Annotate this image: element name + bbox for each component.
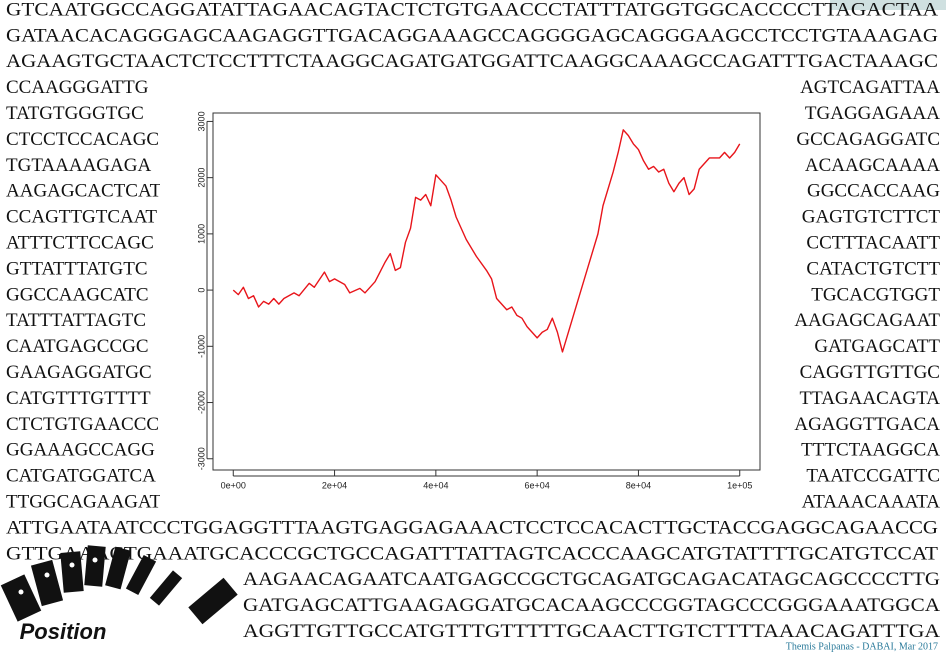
footer: Themis Palpanas - DABAI, Mar 2017: [786, 641, 938, 652]
dna-line: AAGAACAGAATCAATGAGCCGCTGCAGATGCAGACATAGC…: [243, 569, 940, 590]
dna-fragment: ACAAGCAAAA: [805, 155, 940, 176]
y-tick-label: -2000: [196, 391, 206, 414]
dna-fragment: TTGGCAGAAGAT: [6, 491, 162, 512]
dna-fragment: TAATCCGATTC: [806, 466, 940, 487]
x-tick-label: 8e+04: [626, 480, 651, 490]
dna-fragment: GGCCACCAAG: [807, 181, 940, 202]
y-tick-label: 2000: [196, 168, 206, 188]
dna-fragment: TGAGGAGAAA: [805, 103, 940, 124]
slide: GTCAATGGCCAGGATATTAGAACAGTACTCTGTGAACCCT…: [0, 0, 946, 654]
y-tick-label: 3000: [196, 111, 206, 131]
dna-fragment: CAGGTTGTTGC: [800, 362, 940, 383]
x-tick-label: 6e+04: [525, 480, 550, 490]
dna-fragment: CTCCTCCACAGC: [6, 129, 159, 150]
y-tick-label: -3000: [196, 447, 206, 470]
dna-fragment: AAGAGCAGAAT: [794, 310, 940, 331]
dna-fragment: GATGAGCATT: [814, 336, 940, 357]
dna-fragment: TGCACGTGGT: [811, 284, 940, 305]
dna-fragment: TTAGAACAGTA: [800, 388, 941, 409]
dna-fragment: GAAGAGGATGC: [6, 362, 152, 383]
x-tick-label: 0e+00: [221, 480, 246, 490]
dna-fragment: GGCCAAGCATC: [6, 284, 149, 305]
chart-panel: [160, 92, 782, 510]
x-tick-label: 4e+04: [423, 480, 448, 490]
dna-fragment: CAATGAGCCGC: [6, 336, 149, 357]
dna-fragment: ATAAACAAATA: [802, 491, 941, 512]
dna-fragment: CATACTGTCTT: [806, 258, 940, 279]
y-tick-label: 0: [196, 288, 206, 293]
dna-fragment: AGTCAGATTAA: [800, 77, 940, 98]
dna-fragment: TTTCTAAGGCA: [801, 440, 940, 461]
dna-fragment: AAGAGCACTCAT: [6, 181, 162, 202]
logo-text: Position: [20, 619, 107, 644]
dna-fragment: TGTAAAAGAGA: [6, 155, 151, 176]
dna-fragment: GAGTGTCTTCT: [802, 207, 941, 228]
dna-fragment: CATGTTTGTTTT: [6, 388, 151, 409]
dna-line: ATTGAATAATCCCTGGAGGTTTAAGTGAGGAGAAACTCCT…: [6, 517, 938, 538]
x-tick-label: 2e+04: [322, 480, 347, 490]
dna-fragment: GGAAAGCCAGG: [6, 440, 155, 461]
dna-fragment: CCAAGGGATTG: [6, 77, 149, 98]
dna-fragment: CATGATGGATCA: [6, 466, 156, 487]
dna-line: AGAAGTGCTAACTCTCCTTTCTAAGGCAGATGATGGATTC…: [6, 51, 938, 72]
dna-line: AGGTTGTTGCCATGTTTGTTTTTGCAACTTGTCTTTTAAA…: [243, 621, 940, 642]
dna-fragment: CTCTGTGAACCC: [6, 414, 159, 435]
y-tick-label: 1000: [196, 224, 206, 244]
dna-line: GATAACACAGGGAGCAAGAGGTTGACAGGAAAGCCAGGGG…: [6, 25, 938, 46]
dna-fragment: CCTTTACAATT: [806, 232, 940, 253]
dna-fragment: GTTATTTATGTC: [6, 258, 148, 279]
dna-fragment: ATTTCTTCCAGC: [6, 232, 154, 253]
dna-line: GATGAGCATTGAAGAGGATGCACAAGCCCGGTAGCCCGGG…: [243, 595, 940, 616]
y-tick-label: -1000: [196, 335, 206, 358]
dna-line: GTCAATGGCCAGGATATTAGAACAGTACTCTGTGAACCCT…: [6, 0, 938, 20]
dna-fragment: AGAGGTTGACA: [794, 414, 940, 435]
dna-fragment: TATGTGGGTGC: [6, 103, 144, 124]
dna-fragment: TATTTATTAGTC: [6, 310, 146, 331]
dna-fragment: CCAGTTGTCAAT: [6, 207, 157, 228]
x-tick-label: 1e+05: [727, 480, 752, 490]
dna-fragment: GCCAGAGGATC: [796, 129, 940, 150]
